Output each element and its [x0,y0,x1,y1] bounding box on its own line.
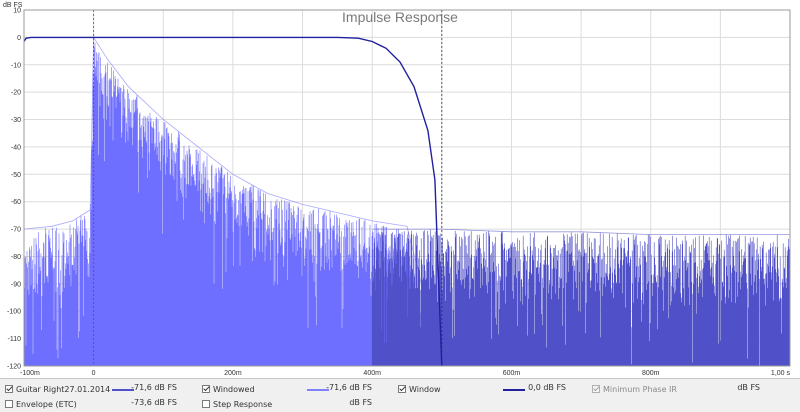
y-tick-label: -30 [11,117,21,124]
y-tick-label: -90 [11,281,21,288]
guitar-right-series-envelope [372,228,790,235]
legend-panel: Guitar Right27.01.2014 -71,6 dB FS Windo… [0,378,800,412]
step-response-checkbox[interactable] [202,400,210,408]
envelope-etc-value: -73,6 dB FS [131,398,177,407]
chart-title: Impulse Response [342,9,458,25]
minimum-phase-ir-label: Minimum Phase IR [603,384,677,394]
y-tick-label: -50 [11,172,21,179]
envelope-etc-checkbox[interactable] [5,400,13,408]
windowed-label: Windowed [213,384,255,394]
y-tick-label: -10 [11,62,21,69]
x-tick-label: 200m [224,370,242,377]
legend-item-guitar-right[interactable]: Guitar Right27.01.2014 [5,383,110,395]
y-axis-label: dB FS [3,2,23,9]
windowed-value: -71,6 dB FS [326,383,372,392]
envelope-etc-label: Envelope (ETC) [16,399,77,409]
y-tick-label: 0 [17,35,21,42]
windowed-swatch [307,389,329,391]
y-tick-label: -60 [11,199,21,206]
window-label: Window [409,384,441,394]
plot-area[interactable]: 10 0 -10 -20 -30 -40 -50 -60 -70 -80 -90 -100 -110 -1… [0,0,800,378]
y-tick-label: 10 [13,8,21,15]
y-tick-label: -20 [11,90,21,97]
x-tick-label: 800m [642,370,660,377]
y-tick-label: -110 [8,336,22,343]
guitar-right-value: -71,6 dB FS [131,383,177,392]
step-response-value: dB FS [349,398,372,407]
window-value: 0,0 dB FS [528,383,566,392]
windowed-series-envelope [23,36,443,367]
guitar-right-series [371,229,790,366]
window-checkbox[interactable] [398,385,406,393]
y-tick-label: -80 [11,254,21,261]
impulse-response-chart[interactable]: 10 0 -10 -20 -30 -40 -50 -60 -70 -80 -90 -100 -110 -1… [0,0,800,378]
y-tick-label: -70 [11,227,21,234]
legend-item-minimum-phase-ir[interactable]: Minimum Phase IR [592,383,677,395]
guitar-right-swatch [112,389,134,391]
x-tick-label: 1,00 s [771,370,791,377]
minimum-phase-ir-value: dB FS [737,383,760,392]
x-tick-label: 400m [363,370,381,377]
guitar-right-label: Guitar Right27.01.2014 [16,384,111,394]
step-response-label: Step Response [213,399,273,409]
y-tick-label: -100 [7,309,21,316]
x-tick-label: 0 [92,370,96,377]
x-tick-label: -100m [20,370,40,377]
window-series [23,36,443,367]
guitar-right-checkbox[interactable] [5,385,13,393]
y-tick-label: -40 [11,144,21,151]
legend-item-window[interactable]: Window [398,383,441,395]
legend-item-windowed[interactable]: Windowed [202,383,255,395]
minimum-phase-ir-checkbox[interactable] [592,385,600,393]
x-tick-label: 600m [503,370,521,377]
window-swatch [503,389,525,391]
y-tick-label: -120 [7,364,21,371]
legend-item-envelope-etc[interactable]: Envelope (ETC) [5,398,77,410]
windowed-checkbox[interactable] [202,385,210,393]
legend-item-step-response[interactable]: Step Response [202,398,272,410]
